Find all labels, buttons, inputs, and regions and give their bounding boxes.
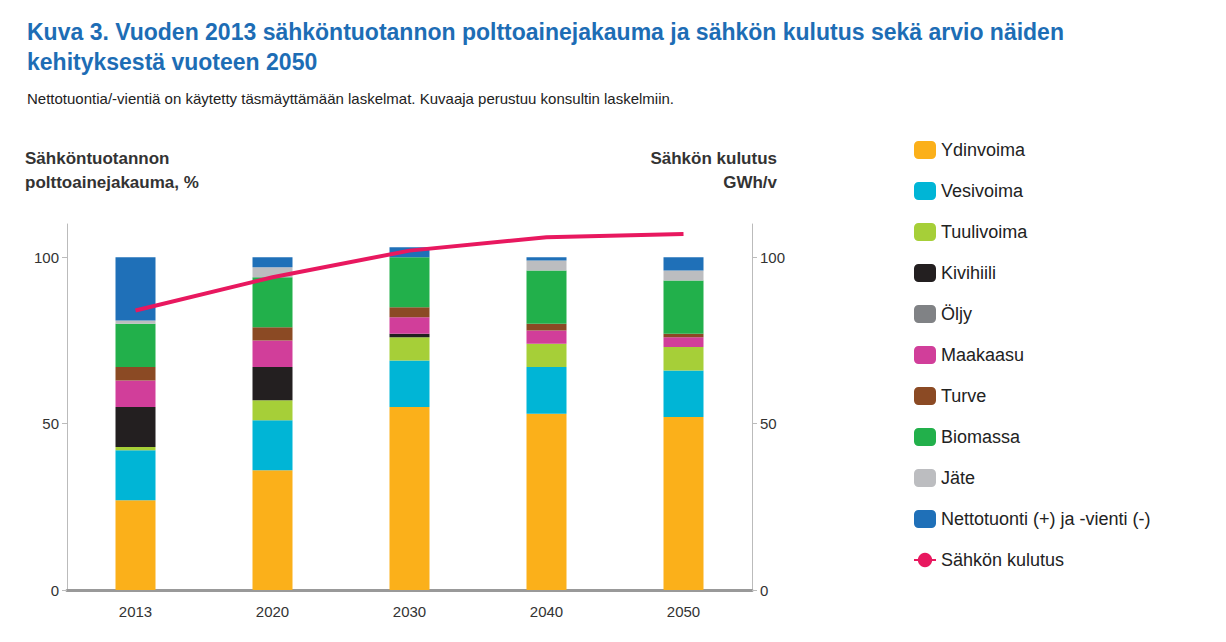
svg-text:Biomassa: Biomassa [941, 427, 1021, 447]
svg-text:Vesivoima: Vesivoima [941, 181, 1024, 201]
svg-text:2030: 2030 [393, 603, 426, 620]
svg-text:Tuulivoima: Tuulivoima [941, 222, 1028, 242]
svg-text:Kuva 3. Vuoden 2013 sähköntuot: Kuva 3. Vuoden 2013 sähköntuotannon polt… [27, 19, 1070, 45]
svg-text:100: 100 [760, 249, 785, 266]
svg-text:2050: 2050 [667, 603, 700, 620]
svg-text:50: 50 [760, 415, 777, 432]
svg-text:Nettotuontia/-vientiä on käyte: Nettotuontia/-vientiä on käytetty täsmäy… [27, 90, 674, 107]
svg-text:Jäte: Jäte [941, 468, 975, 488]
svg-text:Kivihiili: Kivihiili [941, 263, 996, 283]
svg-text:Nettotuonti (+) ja -vienti (-): Nettotuonti (+) ja -vienti (-) [941, 509, 1151, 529]
svg-text:kehityksestä vuoteen 2050: kehityksestä vuoteen 2050 [27, 49, 317, 75]
svg-text:Maakaasu: Maakaasu [941, 345, 1024, 365]
svg-text:Sähkön kulutus: Sähkön kulutus [941, 550, 1064, 570]
svg-text:Sähköntuotannon: Sähköntuotannon [25, 149, 169, 168]
svg-text:polttoainejakauma, %: polttoainejakauma, % [25, 173, 199, 192]
svg-text:0: 0 [760, 582, 768, 599]
svg-text:2013: 2013 [119, 603, 152, 620]
svg-text:Öljy: Öljy [941, 304, 972, 324]
svg-text:Turve: Turve [941, 386, 986, 406]
svg-text:2020: 2020 [256, 603, 289, 620]
svg-text:2040: 2040 [530, 603, 563, 620]
svg-text:Sähkön kulutus: Sähkön kulutus [650, 149, 777, 168]
svg-text:Ydinvoima: Ydinvoima [941, 140, 1026, 160]
svg-text:100: 100 [34, 249, 59, 266]
svg-text:0: 0 [51, 582, 59, 599]
svg-text:50: 50 [42, 415, 59, 432]
svg-text:GWh/v: GWh/v [723, 173, 777, 192]
